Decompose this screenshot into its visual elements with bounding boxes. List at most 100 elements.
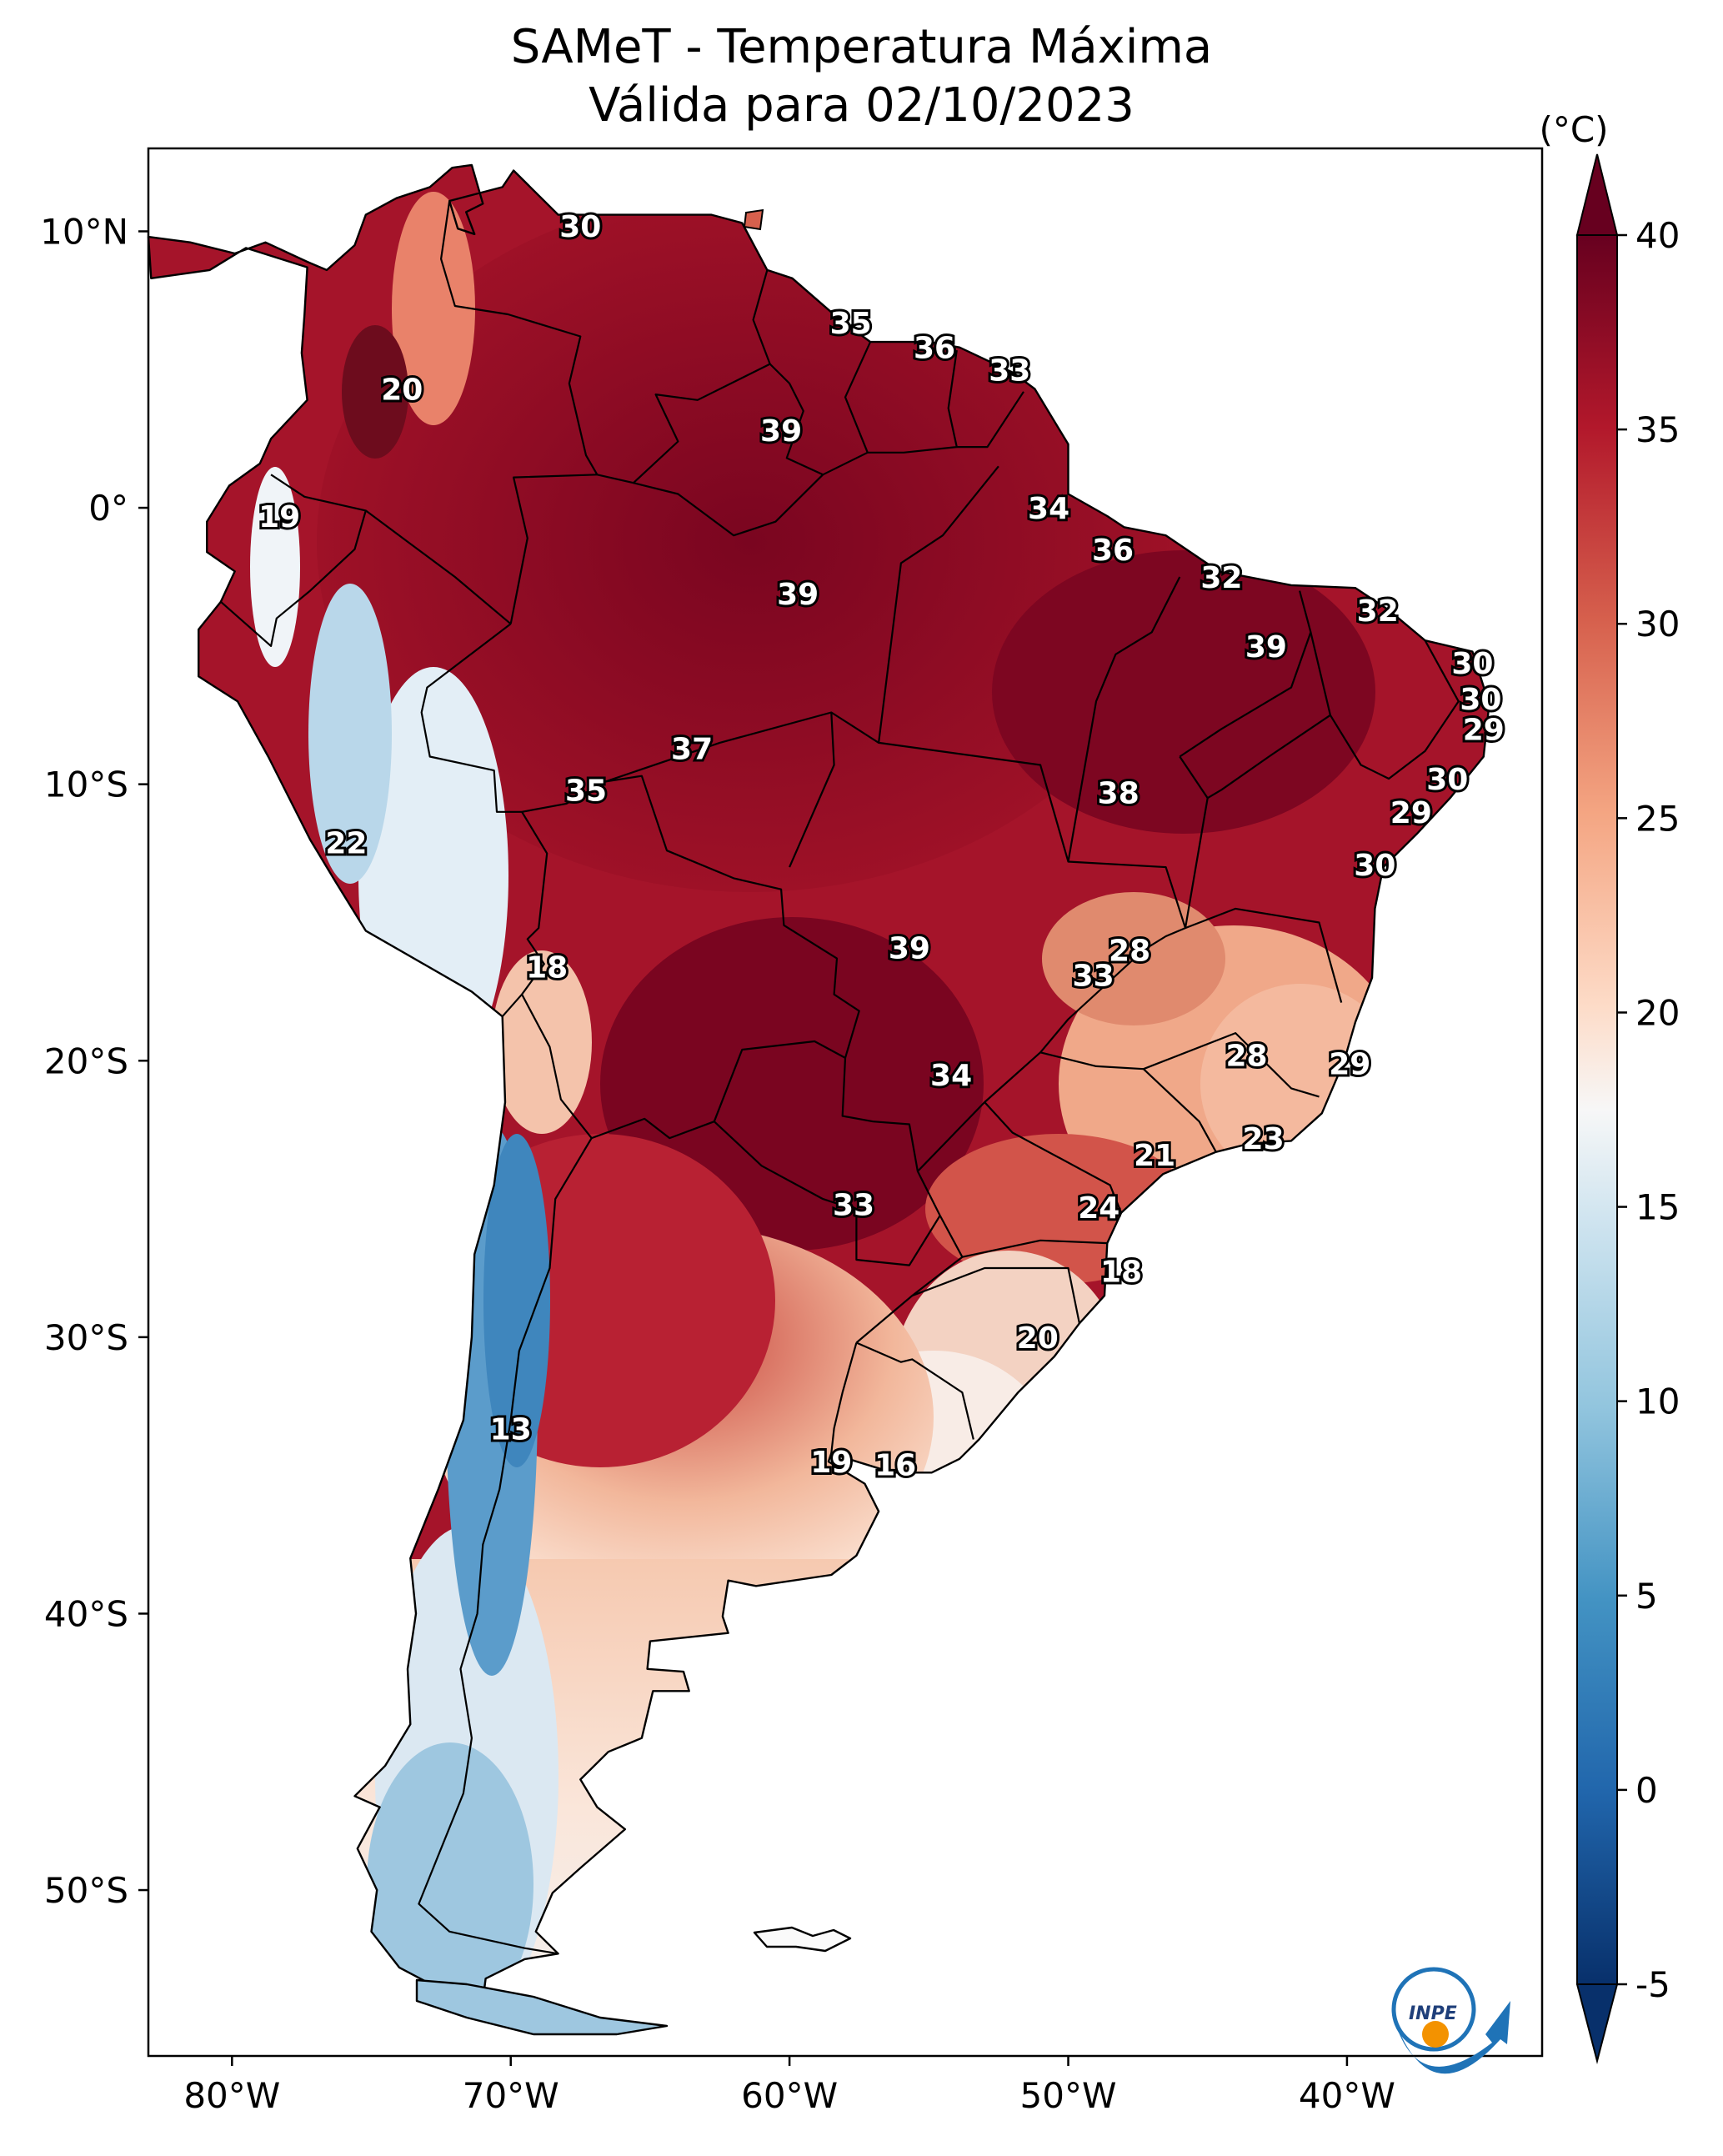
temperature-value-label: 39 — [889, 931, 930, 965]
temperature-value-label: 19 — [258, 500, 300, 534]
border-line — [984, 1101, 1123, 1214]
border-line — [597, 269, 771, 484]
x-axis: 80°W 70°W 60°W 50°W 40°W — [183, 2056, 1395, 2116]
border-line — [418, 1137, 593, 1955]
temperature-value-label: 30 — [1460, 683, 1501, 717]
border-line — [521, 994, 846, 1140]
border-line — [855, 1341, 974, 1440]
temperature-value-label: 33 — [989, 353, 1030, 388]
logo-orange-dot — [1422, 2021, 1449, 2048]
border-line — [1179, 590, 1312, 758]
temperature-value-label: 36 — [1092, 534, 1134, 568]
map-title: SAMeT - Temperatura Máxima Válida para 0… — [0, 18, 1723, 135]
colorbar-tick-label: 5 — [1635, 1576, 1658, 1617]
temperature-value-label: 39 — [760, 414, 802, 449]
colorbar-tick-label: 35 — [1635, 409, 1680, 450]
colorbar-tick-label: 40 — [1635, 215, 1680, 256]
continent-coastline — [147, 163, 1490, 2002]
border-line — [633, 474, 824, 537]
colorbar: (°C) 40 35 30 25 20 15 10 5 0 -5 — [1539, 109, 1680, 2064]
temperature-value-label: 19 — [810, 1446, 852, 1480]
colorbar-tick-label: 30 — [1635, 604, 1680, 644]
y-tick-label: 20°S — [44, 1040, 128, 1081]
border-line — [1185, 907, 1343, 1003]
temperature-value-label: 28 — [1225, 1040, 1267, 1074]
colorbar-gradient — [1576, 234, 1618, 1985]
colorbar-ticks: 40 35 30 25 20 15 10 5 0 -5 — [1617, 215, 1680, 2005]
temperature-value-label: 30 — [559, 210, 601, 244]
x-tick-label: 40°W — [1299, 2075, 1395, 2116]
border-line — [911, 1266, 1080, 1324]
temperature-value-label: 13 — [490, 1412, 532, 1447]
y-axis: 10°N 0° 10°S 20°S 30°S 40°S 50°S — [40, 211, 148, 1911]
border-line — [1207, 714, 1331, 800]
temperature-value-label: 30 — [1426, 763, 1468, 797]
x-tick-label: 60°W — [741, 2075, 838, 2116]
border-line — [605, 711, 1187, 951]
border-line — [1143, 1032, 1320, 1098]
border-line — [769, 341, 872, 476]
border-line — [220, 510, 367, 647]
temperature-value-label: 30 — [1451, 647, 1493, 681]
border-line — [714, 1121, 941, 1266]
border-line — [962, 1239, 1108, 1258]
temperature-value-label: 20 — [1017, 1321, 1059, 1356]
colorbar-unit: (°C) — [1539, 109, 1608, 150]
trinidad — [743, 208, 764, 231]
temperature-value-label: 29 — [1390, 796, 1432, 830]
border-line — [521, 775, 860, 1059]
border-line — [270, 474, 512, 625]
border-line — [956, 391, 1024, 449]
colorbar-tick-label: 25 — [1635, 798, 1680, 839]
temperature-value-label: 34 — [1028, 492, 1069, 526]
border-line — [509, 474, 598, 624]
logo-ring — [1391, 1967, 1476, 2052]
temperature-value-label: 29 — [1329, 1048, 1370, 1082]
temperature-value-label: 30 — [1354, 849, 1395, 883]
x-tick-label: 50°W — [1020, 2075, 1117, 2116]
temperature-value-label: 32 — [1200, 561, 1242, 595]
colorbar-tick-label: 20 — [1635, 992, 1680, 1033]
border-line — [1067, 576, 1181, 862]
temperature-value-label: 18 — [1100, 1255, 1142, 1289]
logo-text: INPE — [1409, 2003, 1457, 2024]
border-line — [440, 200, 599, 475]
temperature-value-label: 28 — [1109, 935, 1150, 969]
border-line — [855, 1215, 964, 1344]
temperature-value-label: 38 — [1098, 777, 1139, 811]
border-line — [878, 465, 999, 744]
x-tick-label: 80°W — [183, 2075, 280, 2116]
temperature-value-label: 33 — [1073, 959, 1114, 993]
temperature-value-label: 21 — [1134, 1139, 1175, 1173]
temperature-value-label: 22 — [325, 826, 367, 860]
temperature-value-label: 33 — [833, 1189, 874, 1223]
y-tick-label: 50°S — [44, 1870, 128, 1911]
temperature-value-label: 39 — [1245, 630, 1287, 664]
tierra-del-fuego — [415, 1978, 669, 2036]
colorbar-tick-label: 15 — [1635, 1187, 1680, 1228]
temperature-value-label: 24 — [1078, 1191, 1119, 1226]
border-line — [789, 712, 835, 868]
temperature-value-label: 39 — [777, 578, 819, 612]
map-frame — [147, 147, 1544, 2058]
temperature-value-label: 23 — [1243, 1122, 1285, 1156]
title-line-1: SAMeT - Temperatura Máxima — [510, 20, 1213, 74]
x-tick-label: 70°W — [463, 2075, 559, 2116]
temperature-value-label: 20 — [381, 373, 423, 407]
y-tick-label: 10°S — [44, 765, 128, 805]
y-tick-label: 30°S — [44, 1317, 128, 1358]
y-tick-label: 10°N — [40, 211, 128, 252]
temperature-value-label: 35 — [565, 774, 607, 808]
colorbar-extend-bottom — [1575, 1983, 1619, 2064]
temperature-value-label: 35 — [830, 307, 872, 341]
border-line — [841, 1057, 941, 1216]
y-tick-label: 0° — [88, 488, 128, 529]
title-line-2: Válida para 02/10/2023 — [589, 78, 1134, 133]
temperature-value-label: 37 — [671, 733, 713, 767]
border-line — [420, 623, 523, 813]
country-borders — [220, 200, 1460, 1955]
temperature-value-label: 34 — [930, 1059, 972, 1093]
colorbar-extend-top — [1575, 153, 1619, 236]
